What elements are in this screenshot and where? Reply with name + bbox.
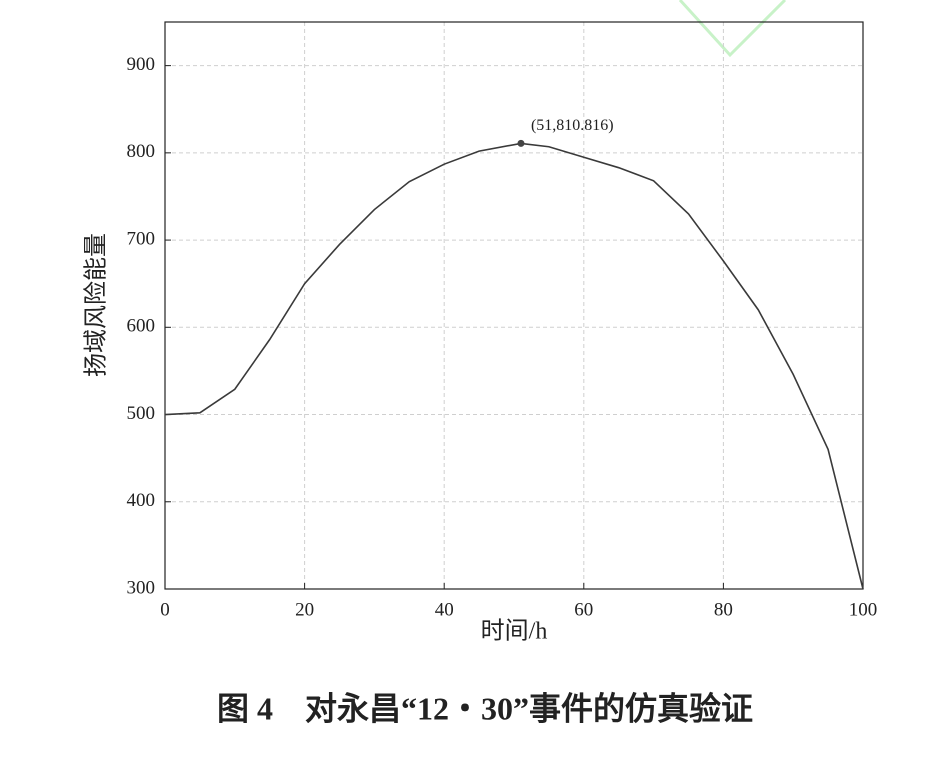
decoration [678, 0, 787, 58]
y-tick-label: 500 [127, 403, 156, 424]
x-tick-label: 100 [849, 599, 878, 620]
y-tick-label: 300 [127, 577, 156, 598]
caption: 图 4 对永昌“12・30”事件的仿真验证 [217, 690, 753, 726]
x-tick-label: 0 [160, 599, 170, 620]
x-tick-label: 20 [295, 599, 314, 620]
annotation-point [517, 139, 525, 147]
y-tick-label: 400 [127, 490, 156, 511]
plot-frame [164, 21, 864, 590]
annotation-label: (51,810.816) [531, 117, 614, 134]
x-tick-label: 60 [574, 599, 593, 620]
x-tick-label: 40 [435, 599, 454, 620]
line [164, 142, 864, 590]
x-tick-label: 80 [714, 599, 733, 620]
y-tick-label: 900 [127, 54, 156, 75]
y-tick-label: 700 [127, 228, 156, 249]
x-axis-label: 时间/h [481, 618, 548, 645]
y-axis-label: 扬域风险能量 [83, 233, 110, 377]
y-tick-label: 800 [127, 141, 156, 162]
y-tick-label: 600 [127, 316, 156, 337]
